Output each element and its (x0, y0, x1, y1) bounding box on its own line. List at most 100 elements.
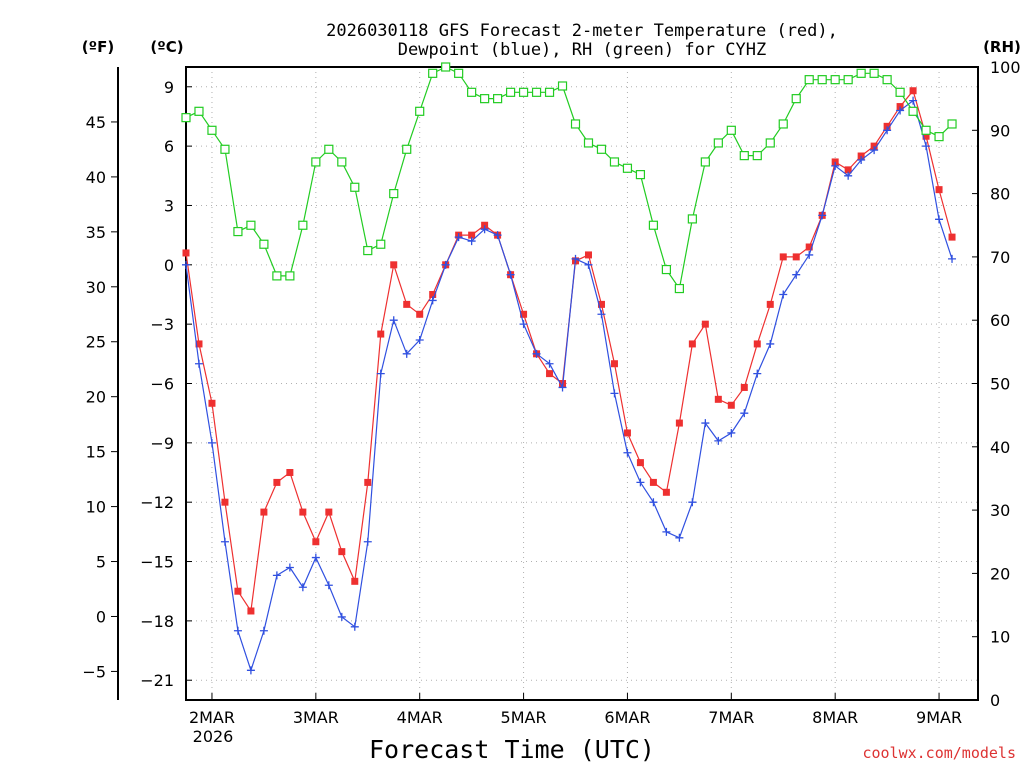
rh-point (609, 157, 620, 167)
temperature-point (623, 429, 631, 437)
dewpoint-point (649, 498, 658, 507)
dewpoint-point (935, 215, 944, 224)
celsius-tick-label: −3 (150, 315, 174, 334)
rh-point (791, 94, 801, 104)
dewpoint-point (311, 553, 320, 562)
dewpoint-point (350, 622, 359, 631)
rh-point (285, 271, 295, 281)
temperature-point (792, 253, 800, 261)
rh-tick-label: 70 (990, 248, 1010, 267)
rh-point (272, 271, 282, 281)
rh-point (337, 157, 347, 167)
dewpoint-point (363, 537, 372, 546)
dewpoint-point (558, 383, 567, 392)
fahrenheit-tick-label: 40 (86, 168, 106, 187)
dewpoint-point (662, 527, 671, 536)
dewpoint-point (753, 369, 762, 378)
temperature-point (364, 478, 372, 486)
dewpoint-point (376, 369, 385, 378)
x-axis-title: Forecast Time (UTC) (369, 735, 655, 764)
dewpoint-point (182, 260, 190, 269)
temperature-point (468, 231, 476, 239)
rh-point (921, 125, 931, 135)
rh-point (674, 283, 684, 294)
temperature-point (948, 233, 956, 241)
rh-point (661, 264, 671, 275)
celsius-tick-label: 0 (164, 256, 174, 275)
dewpoint-point (259, 626, 268, 635)
rh-point (687, 214, 697, 224)
rh-tick-label: 40 (990, 438, 1010, 457)
rh-point (389, 189, 399, 199)
unit-label-rh: (RH) (983, 38, 1021, 56)
temperature-point (688, 340, 696, 348)
rh-point (544, 87, 555, 97)
dewpoint-point (818, 211, 827, 220)
dewpoint-point (714, 436, 723, 445)
dewpoint-point (233, 626, 242, 635)
temperature-point (286, 469, 294, 477)
rh-point (298, 220, 308, 230)
rh-point (648, 220, 659, 230)
rh-line (185, 66, 953, 291)
series-layer (181, 62, 957, 675)
temperature-point (325, 508, 333, 516)
temperature-point (546, 370, 554, 378)
rh-tick-label: 50 (990, 375, 1010, 394)
dewpoint-point (909, 96, 918, 105)
rh-point (635, 170, 646, 180)
rh-point (700, 157, 710, 167)
rh-tick-label: 60 (990, 311, 1010, 330)
rh-point (467, 87, 477, 97)
rh-point (830, 75, 840, 85)
rh-point (557, 81, 568, 91)
dewpoint-point (532, 349, 541, 358)
dewpoint-point (389, 316, 398, 325)
rh-point (531, 87, 542, 97)
rh-point (441, 62, 451, 72)
temperature-point (766, 300, 774, 308)
dewpoint-point (519, 320, 528, 329)
dewpoint-line (185, 99, 953, 673)
dewpoint-point (506, 270, 515, 279)
temperature-point (377, 330, 385, 338)
title: 2026030118 GFS Forecast 2-meter Temperat… (326, 21, 838, 60)
rh-point (752, 151, 762, 161)
dewpoint-point (402, 349, 411, 358)
fahrenheit-tick-label: 25 (86, 333, 106, 352)
x-axis-year-label: 2026 (193, 727, 234, 746)
rh-point (246, 220, 256, 230)
dewpoint-point (740, 409, 749, 418)
dewpoint-point (571, 254, 580, 263)
temperature-point (922, 132, 930, 140)
temperature-point (208, 399, 216, 407)
rh-point (765, 138, 775, 148)
dewpoint-point (688, 498, 697, 507)
dewpoint-point (701, 419, 710, 428)
rh-point (493, 94, 503, 104)
series-dewpoint (182, 96, 957, 675)
temperature-point (234, 587, 242, 595)
rh-tick-label: 80 (990, 185, 1010, 204)
x-axis: 2MAR 3MAR 4MAR 5MAR 6MAR 7MAR 8MAR 9MAR (189, 693, 962, 727)
dewpoint-point (727, 428, 736, 437)
rh-point (596, 144, 607, 154)
dewpoint-point (441, 260, 450, 269)
temperature-point (779, 253, 787, 261)
dewpoint-point (766, 339, 775, 348)
dewpoint-point (597, 310, 606, 319)
dewpoint-point (428, 296, 437, 305)
rh-point (402, 144, 412, 154)
temperature-point (351, 577, 359, 585)
unit-label-fahrenheit: (ºF) (82, 38, 114, 56)
dewpoint-point (948, 254, 957, 263)
dewpoint-point (922, 142, 931, 151)
temperature-point (753, 340, 761, 348)
dewpoint-point (194, 359, 203, 368)
celsius-tick-label: −18 (140, 612, 174, 631)
rh-point (311, 157, 321, 167)
celsius-tick-label: −21 (140, 671, 174, 690)
dewpoint-point (584, 260, 593, 269)
unit-label-celsius: (ºC) (150, 38, 183, 56)
